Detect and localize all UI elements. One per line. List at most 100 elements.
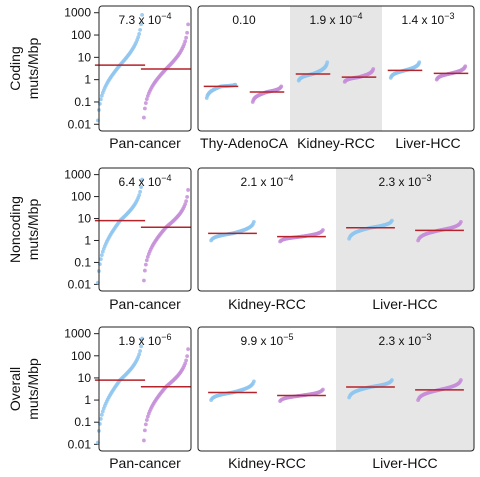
- sample-point: [100, 249, 105, 254]
- sample-point: [138, 27, 143, 32]
- y-tick-label: 0.01: [68, 437, 92, 451]
- cancer-group: 1.9 x 10−6 Pan-cancer: [94, 332, 192, 471]
- panel: 2.1 x 10−4 Kidney-RCC: [208, 173, 326, 312]
- sample-point: [185, 30, 190, 35]
- y-tick-label: 100: [71, 190, 91, 204]
- y-axis-label: muts/Mbp: [25, 38, 41, 100]
- panel: 1.4 x 10−3 Liver-HCC: [387, 11, 469, 151]
- sample-point: [183, 39, 188, 44]
- sample-point: [389, 218, 394, 223]
- cancer-type-label: Liver-HCC: [372, 455, 437, 471]
- sample-point: [320, 387, 325, 392]
- sample-series: [203, 82, 239, 100]
- sample-series: [208, 220, 257, 243]
- sample-point: [137, 32, 142, 36]
- sample-point: [251, 379, 256, 384]
- sample-point: [279, 84, 284, 89]
- sample-point: [186, 347, 191, 352]
- panel: 7.3 x 10−4 Pan-cancer: [94, 11, 192, 151]
- sample-point: [98, 97, 103, 102]
- y-tick-label: 0.01: [68, 277, 92, 291]
- sample-point: [389, 378, 394, 382]
- sample-point: [186, 188, 191, 192]
- panel-frame: [98, 5, 192, 132]
- sample-series: [277, 387, 326, 403]
- cancer-type-label: Thy-AdenoCA: [200, 135, 289, 151]
- sample-point: [99, 93, 104, 98]
- sample-point: [99, 253, 104, 258]
- panel-frame: [98, 167, 192, 292]
- sample-point: [98, 416, 103, 421]
- y-tick-label: 1: [84, 73, 91, 87]
- cancer-group: 1.4 x 10−3 Liver-HCC: [387, 11, 469, 151]
- y-tick-label: 0.1: [74, 255, 91, 269]
- cancer-group: 7.3 x 10−4 Pan-cancer: [94, 11, 192, 151]
- sample-series: [415, 378, 464, 402]
- sample-series: [249, 84, 285, 104]
- sample-point: [417, 60, 422, 65]
- sample-point: [144, 258, 149, 263]
- sample-point: [145, 414, 150, 419]
- sample-point: [183, 361, 188, 366]
- sample-point: [139, 22, 144, 27]
- panel-frame: [197, 5, 475, 132]
- sample-point: [144, 418, 149, 422]
- sample-point: [140, 12, 145, 17]
- p-value-label: 2.1 x 10−4: [241, 173, 294, 189]
- y-tick-label: 1000: [64, 327, 91, 341]
- sample-point: [145, 254, 150, 259]
- sample-point: [100, 409, 105, 414]
- sample-point: [138, 189, 143, 194]
- sample-point: [99, 412, 104, 417]
- y-axis-label: muts/Mbp: [25, 199, 41, 261]
- p-value-label: 1.9 x 10−4: [310, 11, 363, 27]
- cancer-group: 1.9 x 10−4 Kidney-RCC: [295, 11, 377, 151]
- p-value-label: 6.4 x 10−4: [119, 173, 172, 189]
- sample-series: [94, 336, 146, 445]
- cancer-type-label: Pan-cancer: [109, 455, 181, 471]
- y-axis-label: Overall: [7, 367, 23, 411]
- sample-point: [143, 422, 148, 427]
- sample-series: [94, 177, 146, 285]
- sample-series: [346, 218, 395, 241]
- sample-point: [143, 262, 148, 267]
- panel: 1.9 x 10−4 Kidney-RCC: [290, 6, 382, 151]
- sample-point: [136, 35, 141, 40]
- panel-frame: [197, 326, 475, 452]
- sample-series: [433, 64, 469, 82]
- sample-series: [415, 220, 464, 243]
- y-tick-label: 1: [84, 233, 91, 247]
- sample-series: [277, 228, 326, 244]
- panel-frame: [197, 167, 475, 292]
- sample-point: [140, 336, 145, 341]
- p-value-label: 0.10: [232, 13, 256, 27]
- cancer-group: 2.3 x 10−3 Liver-HCC: [346, 332, 464, 471]
- cancer-group: 9.9 x 10−5 Kidney-RCC: [208, 332, 326, 471]
- p-value-label: 7.3 x 10−4: [119, 11, 172, 27]
- cancer-group: 2.1 x 10−4 Kidney-RCC: [208, 173, 326, 312]
- cancer-type-label: Liver-HCC: [372, 296, 437, 312]
- panel: 6.4 x 10−4 Pan-cancer: [94, 173, 192, 312]
- sample-point: [137, 352, 142, 357]
- sample-point: [184, 358, 189, 363]
- sample-point: [138, 349, 143, 353]
- sample-point: [458, 220, 463, 224]
- sample-point: [182, 42, 187, 47]
- y-tick-label: 10: [78, 371, 92, 385]
- y-tick-label: 1: [84, 393, 91, 407]
- sample-series: [208, 379, 257, 402]
- y-tick-label: 100: [71, 28, 91, 42]
- sample-point: [185, 195, 190, 199]
- p-value-label: 1.4 x 10−3: [402, 11, 455, 27]
- sample-point: [463, 64, 468, 69]
- panel-highlight: [290, 6, 382, 131]
- sample-point: [143, 101, 148, 105]
- cancer-type-label: Kidney-RCC: [297, 135, 375, 151]
- sample-series: [94, 12, 146, 123]
- cancer-group: 6.4 x 10−4 Pan-cancer: [94, 173, 192, 312]
- sample-series: [295, 60, 331, 83]
- panel: 0.10 Thy-AdenoCA: [200, 13, 289, 151]
